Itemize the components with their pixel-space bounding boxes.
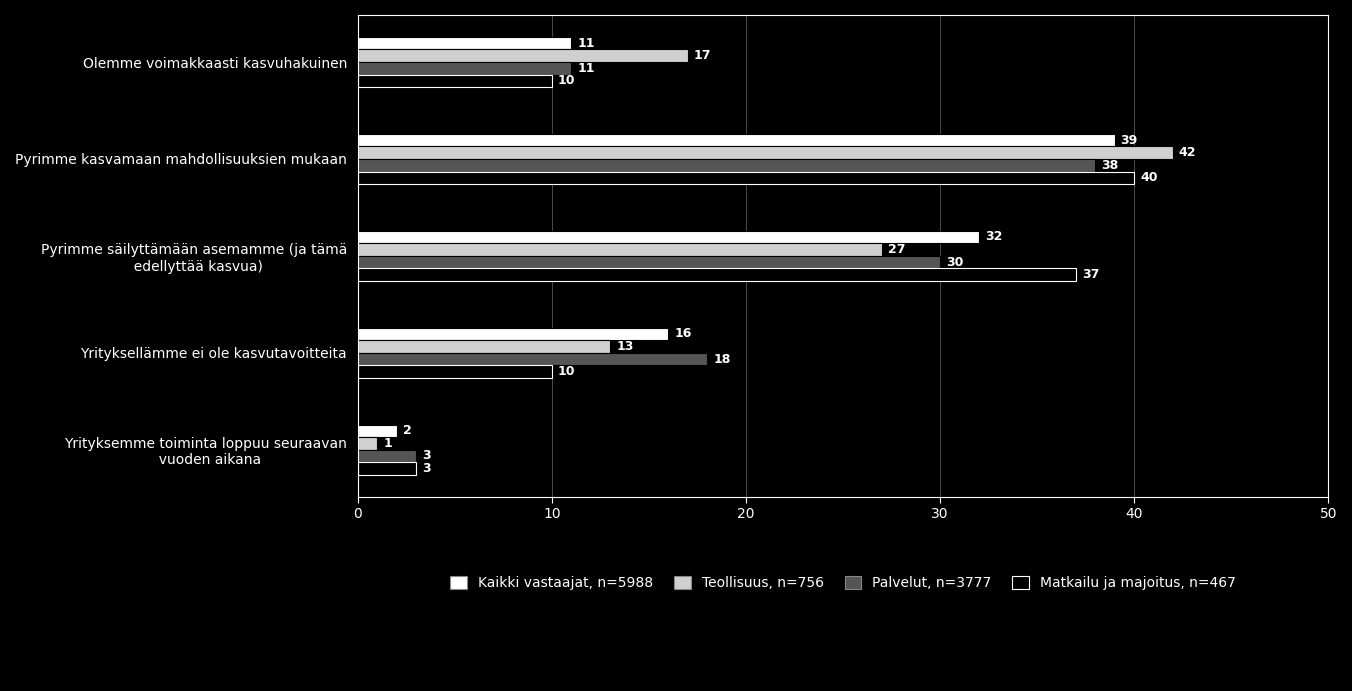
- Bar: [358, 159, 1095, 171]
- Bar: [358, 462, 416, 475]
- Legend: Kaikki vastaajat, n=5988, Teollisuus, n=756, Palvelut, n=3777, Matkailu ja majoi: Kaikki vastaajat, n=5988, Teollisuus, n=…: [445, 571, 1241, 596]
- Bar: [358, 146, 1174, 159]
- Bar: [358, 231, 979, 243]
- Bar: [358, 134, 1115, 146]
- Text: 38: 38: [1102, 159, 1118, 172]
- Bar: [358, 328, 668, 340]
- Text: 16: 16: [675, 328, 692, 341]
- Text: 11: 11: [577, 37, 595, 50]
- Text: 10: 10: [558, 365, 576, 378]
- Text: 3: 3: [422, 449, 431, 462]
- Bar: [358, 243, 882, 256]
- Bar: [358, 37, 572, 50]
- Bar: [358, 353, 707, 366]
- Text: 18: 18: [713, 352, 730, 366]
- Text: 17: 17: [694, 49, 711, 62]
- Text: 32: 32: [984, 231, 1002, 243]
- Text: 13: 13: [617, 340, 634, 353]
- Text: 30: 30: [946, 256, 964, 269]
- Bar: [358, 62, 572, 75]
- Text: 11: 11: [577, 62, 595, 75]
- Bar: [358, 437, 377, 450]
- Bar: [358, 424, 396, 437]
- Bar: [358, 256, 940, 269]
- Text: 10: 10: [558, 75, 576, 88]
- Bar: [358, 50, 688, 62]
- Text: 37: 37: [1082, 268, 1099, 281]
- Bar: [358, 171, 1134, 184]
- Bar: [358, 366, 552, 378]
- Text: 2: 2: [403, 424, 411, 437]
- Bar: [358, 75, 552, 87]
- Text: 1: 1: [383, 437, 392, 450]
- Text: 27: 27: [888, 243, 906, 256]
- Text: 39: 39: [1121, 133, 1138, 146]
- Text: 3: 3: [422, 462, 431, 475]
- Bar: [358, 340, 610, 353]
- Bar: [358, 269, 1076, 281]
- Text: 42: 42: [1179, 146, 1197, 159]
- Text: 40: 40: [1140, 171, 1157, 184]
- Bar: [358, 450, 416, 462]
